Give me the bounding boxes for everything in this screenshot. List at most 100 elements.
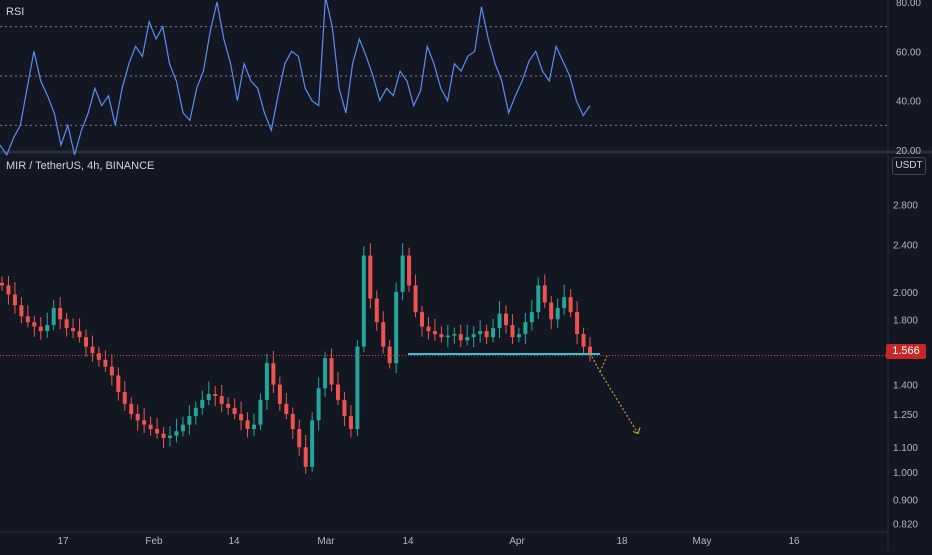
candle-body bbox=[361, 255, 366, 347]
candle-body bbox=[84, 337, 88, 347]
candle-body bbox=[12, 294, 17, 306]
candle-body bbox=[504, 313, 508, 326]
candle-body bbox=[303, 447, 308, 467]
candle-body bbox=[258, 399, 263, 425]
rsi-line bbox=[0, 0, 591, 157]
candle-body bbox=[323, 358, 328, 389]
symbol-title: MIR / TetherUS, 4h, BINANCE bbox=[6, 160, 155, 172]
rsi-tick-label: 20.00 bbox=[896, 146, 921, 157]
time-tick-label: Apr bbox=[509, 536, 525, 547]
candle-body bbox=[155, 429, 160, 434]
candle-body bbox=[420, 312, 424, 327]
candle-body bbox=[555, 307, 560, 320]
candle-body bbox=[226, 403, 231, 408]
candle-body bbox=[239, 414, 244, 421]
candle-body bbox=[135, 414, 140, 421]
candle-body bbox=[491, 328, 496, 338]
candle-body bbox=[174, 431, 179, 436]
price-tick-label: 1.000 bbox=[893, 468, 918, 479]
time-tick-label: Feb bbox=[145, 536, 163, 547]
candle-body bbox=[536, 285, 541, 313]
candle-body bbox=[394, 291, 399, 364]
candle-body bbox=[329, 358, 334, 385]
candle-body bbox=[252, 424, 256, 430]
candle-body bbox=[129, 403, 134, 415]
candle-body bbox=[400, 255, 405, 292]
currency-badge[interactable]: USDT bbox=[892, 157, 926, 175]
candle-body bbox=[471, 334, 476, 338]
candle-body bbox=[38, 326, 43, 332]
candle-body bbox=[103, 359, 108, 367]
candle-body bbox=[452, 334, 457, 336]
candle-body bbox=[575, 312, 580, 335]
price-tick-label: 2.000 bbox=[893, 288, 918, 299]
candle-body bbox=[465, 337, 470, 341]
candle-body bbox=[588, 346, 592, 355]
candle-body bbox=[381, 322, 386, 347]
candle-body bbox=[200, 399, 205, 408]
candle-body bbox=[310, 420, 315, 467]
candle-body bbox=[142, 420, 147, 425]
projection-rebound bbox=[599, 355, 608, 373]
candle-body bbox=[510, 325, 515, 338]
candle-body bbox=[355, 346, 360, 430]
candle-body bbox=[484, 331, 489, 338]
rsi-tick-label: 60.00 bbox=[896, 47, 921, 58]
price-tick-label: 1.800 bbox=[893, 315, 918, 326]
time-tick-label: 18 bbox=[616, 536, 628, 547]
candle-body bbox=[458, 334, 463, 341]
candle-body bbox=[374, 298, 379, 323]
candle-body bbox=[64, 319, 69, 329]
time-tick-label: May bbox=[693, 536, 712, 547]
candle-body bbox=[96, 353, 101, 360]
candle-body bbox=[387, 346, 392, 364]
candle-body bbox=[336, 384, 340, 400]
candle-body bbox=[284, 403, 289, 415]
price-tick-label: 1.400 bbox=[893, 381, 918, 392]
projection-arrowhead bbox=[632, 427, 641, 435]
candle-body bbox=[342, 399, 347, 417]
candle-body bbox=[542, 285, 547, 303]
candle-body bbox=[432, 331, 437, 335]
candle-body bbox=[32, 322, 37, 327]
price-tick-label: 0.820 bbox=[893, 520, 918, 531]
rsi-tick-label: 40.00 bbox=[896, 97, 921, 108]
candle-body bbox=[316, 388, 321, 421]
candle-body bbox=[19, 305, 24, 317]
candle-body bbox=[245, 420, 250, 430]
candle-body bbox=[77, 331, 82, 338]
candle-body bbox=[290, 414, 295, 430]
candle-body bbox=[71, 328, 76, 332]
candle-body bbox=[549, 302, 554, 320]
candle-body bbox=[523, 322, 528, 335]
candle-body bbox=[116, 375, 121, 393]
candle-body bbox=[407, 255, 412, 286]
candle-body bbox=[0, 282, 4, 286]
candle-body bbox=[232, 407, 237, 415]
candle-body bbox=[271, 363, 276, 385]
candle-body bbox=[122, 392, 127, 404]
price-tick-label: 1.250 bbox=[893, 410, 918, 421]
candle-body bbox=[90, 346, 95, 354]
candle-body bbox=[180, 424, 185, 432]
candle-body bbox=[348, 416, 353, 430]
candle-body bbox=[213, 394, 218, 396]
candle-body bbox=[439, 334, 444, 338]
price-tick-label: 2.400 bbox=[893, 241, 918, 252]
candle-body bbox=[25, 316, 30, 323]
time-tick-label: 16 bbox=[788, 536, 800, 547]
candle-body bbox=[529, 312, 534, 323]
candle-body bbox=[568, 297, 573, 313]
price-tick-label: 1.100 bbox=[893, 443, 918, 454]
candle-body bbox=[562, 297, 567, 308]
rsi-pane-title: RSI bbox=[6, 6, 25, 18]
candle-body bbox=[426, 326, 431, 332]
time-tick-label: 14 bbox=[228, 536, 240, 547]
price-tick-label: 0.900 bbox=[893, 495, 918, 506]
candle-body bbox=[413, 285, 418, 313]
candle-body bbox=[219, 395, 224, 404]
last-price-badge: 1.566 bbox=[886, 344, 926, 359]
candle-body bbox=[368, 255, 373, 299]
